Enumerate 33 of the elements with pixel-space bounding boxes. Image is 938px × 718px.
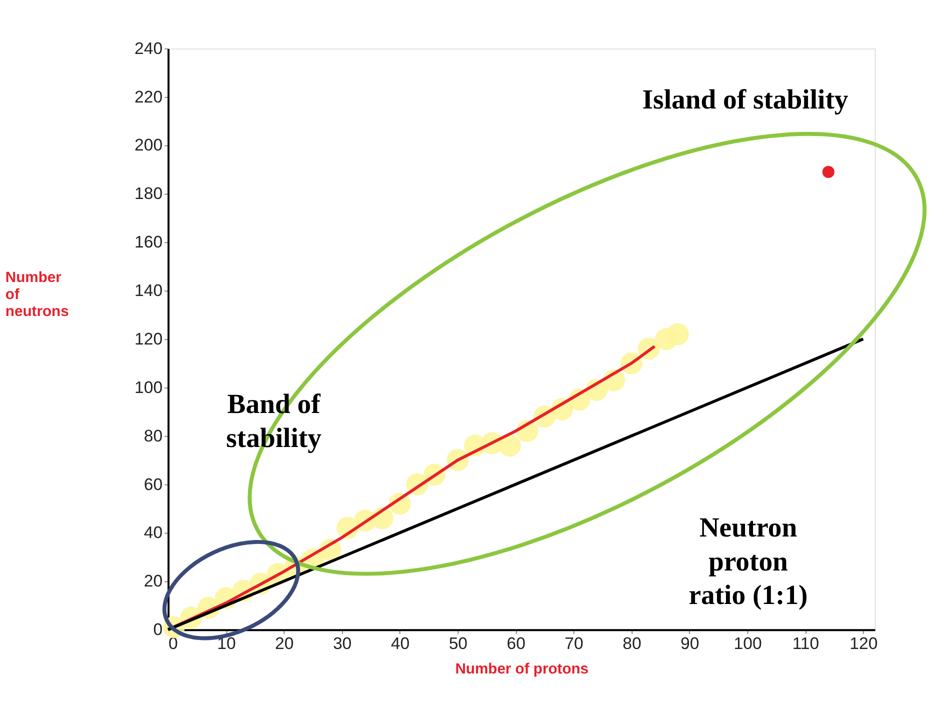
x-tick-label: 110 <box>792 634 820 653</box>
y-tick-label: 220 <box>134 87 163 106</box>
x-tick-label: 0 <box>168 634 178 653</box>
y-tick-label: 240 <box>134 38 163 58</box>
x-tick-label: 70 <box>564 634 584 653</box>
x-tick-label: 30 <box>332 634 352 653</box>
x-tick-label: 60 <box>506 634 526 653</box>
x-tick-label: 80 <box>622 634 642 653</box>
x-tick-label: 20 <box>275 634 294 653</box>
y-tick-label: 80 <box>144 426 163 446</box>
x-tick-label: 90 <box>680 634 700 653</box>
x-tick-label: 50 <box>448 634 468 653</box>
point <box>666 323 689 346</box>
y-tick-label: 40 <box>144 523 163 542</box>
y-tick-label: 140 <box>134 281 163 300</box>
y-tick-label: 0 <box>153 620 163 640</box>
y-tick-label: 160 <box>134 232 163 252</box>
x-tick-label: 40 <box>390 634 410 653</box>
point <box>822 166 834 178</box>
y-tick-label: 200 <box>134 136 163 155</box>
y-tick-label: 120 <box>134 329 163 348</box>
y-tick-label: 180 <box>134 184 163 204</box>
x-axis-title: Number of protons <box>455 662 589 678</box>
y-tick-label: 60 <box>144 474 163 494</box>
y-tick-label: 20 <box>144 572 163 591</box>
annotation: Island of stability <box>642 84 848 115</box>
point <box>498 434 521 457</box>
y-axis-title: Number of neutrons <box>5 270 69 320</box>
y-tick-label: 100 <box>134 378 163 397</box>
x-tick-label: 120 <box>850 634 878 653</box>
x-tick-label: 10 <box>217 634 236 653</box>
annotation: Neutron proton ratio (1:1) <box>688 512 808 610</box>
x-tick-label: 100 <box>734 634 762 653</box>
